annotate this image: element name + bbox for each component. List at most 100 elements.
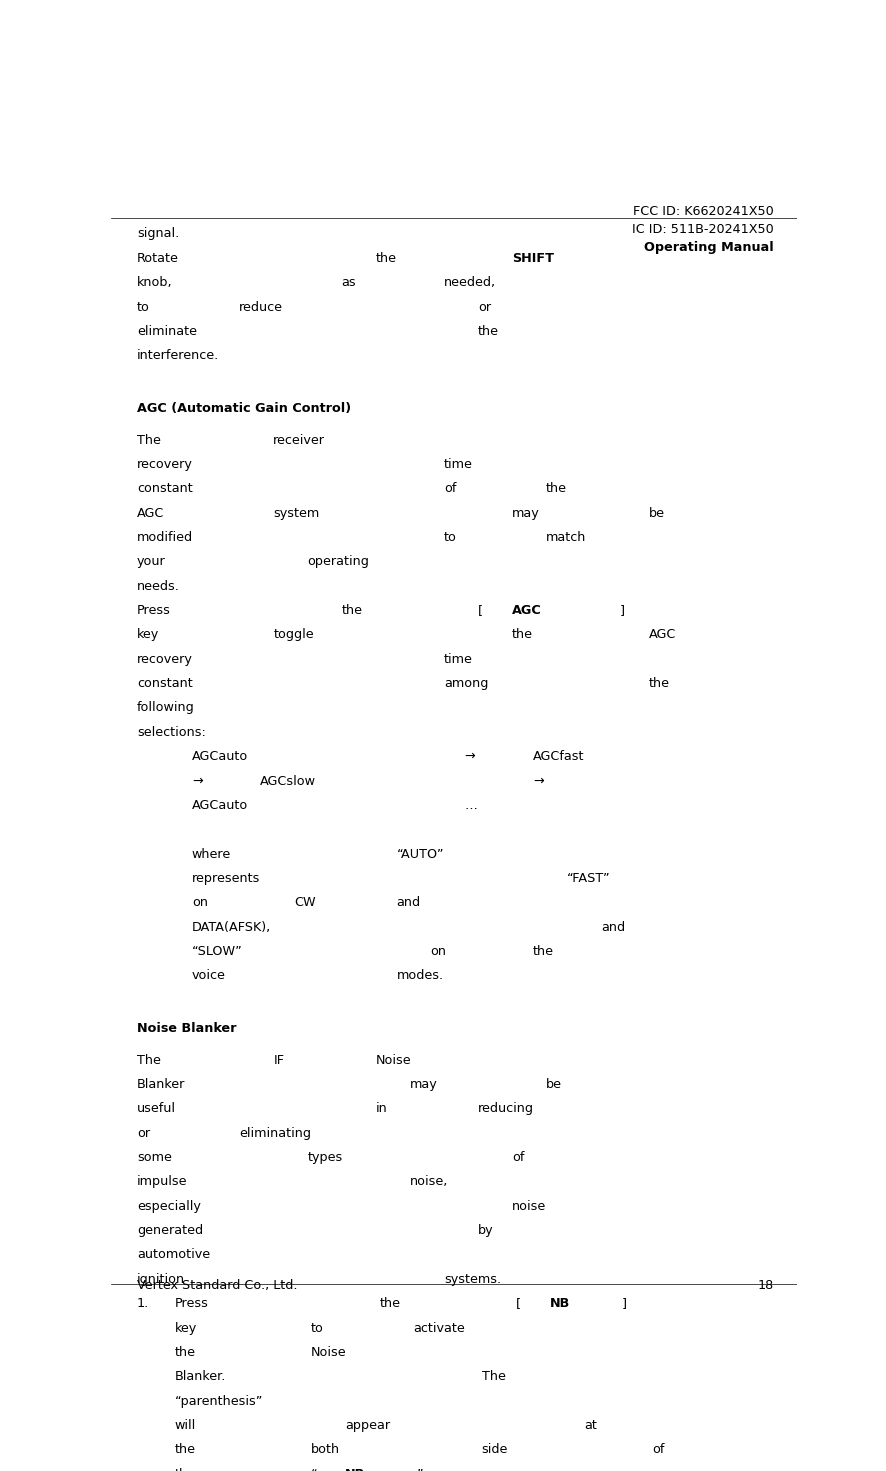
Text: interference.: interference. — [136, 349, 219, 362]
Text: reduce: reduce — [239, 300, 284, 313]
Text: the: the — [175, 1468, 196, 1471]
Text: “FAST”: “FAST” — [567, 872, 610, 886]
Text: “: “ — [311, 1468, 318, 1471]
Text: toggle: toggle — [273, 628, 314, 641]
Text: and: and — [601, 921, 626, 934]
Text: and: and — [396, 896, 421, 909]
Text: be: be — [649, 506, 664, 519]
Text: impulse: impulse — [136, 1175, 187, 1189]
Text: the: the — [379, 1297, 400, 1311]
Text: AGCauto: AGCauto — [191, 799, 248, 812]
Text: Vertex Standard Co., Ltd.: Vertex Standard Co., Ltd. — [136, 1280, 298, 1292]
Text: the: the — [376, 252, 397, 265]
Text: by: by — [478, 1224, 494, 1237]
Text: Press: Press — [175, 1297, 208, 1311]
Text: ignition: ignition — [136, 1272, 185, 1286]
Text: following: following — [136, 702, 195, 715]
Text: represents: represents — [191, 872, 260, 886]
Text: Rotate: Rotate — [136, 252, 179, 265]
Text: match: match — [546, 531, 587, 544]
Text: AGC: AGC — [136, 506, 164, 519]
Text: noise,: noise, — [409, 1175, 448, 1189]
Text: “AUTO”: “AUTO” — [396, 847, 444, 861]
Text: AGCslow: AGCslow — [260, 775, 316, 787]
Text: to: to — [444, 531, 456, 544]
Text: of: of — [444, 482, 456, 496]
Text: the: the — [175, 1346, 196, 1359]
Text: activate: activate — [414, 1321, 465, 1334]
Text: recovery: recovery — [136, 653, 193, 666]
Text: The: The — [136, 434, 160, 447]
Text: [: [ — [516, 1297, 521, 1311]
Text: where: where — [191, 847, 231, 861]
Text: time: time — [444, 457, 473, 471]
Text: be: be — [546, 1078, 563, 1091]
Text: the: the — [532, 944, 554, 958]
Text: SHIFT: SHIFT — [512, 252, 554, 265]
Text: constant: constant — [136, 677, 192, 690]
Text: IF: IF — [273, 1053, 284, 1066]
Text: the: the — [341, 605, 362, 616]
Text: needs.: needs. — [136, 580, 180, 593]
Text: key: key — [136, 628, 159, 641]
Text: needed,: needed, — [444, 277, 496, 290]
Text: CW: CW — [294, 896, 315, 909]
Text: Noise: Noise — [376, 1053, 411, 1066]
Text: both: both — [311, 1443, 340, 1456]
Text: system: system — [273, 506, 320, 519]
Text: AGC: AGC — [512, 605, 542, 616]
Text: among: among — [444, 677, 488, 690]
Text: automotive: automotive — [136, 1249, 210, 1262]
Text: types: types — [307, 1152, 343, 1164]
Text: reducing: reducing — [478, 1102, 534, 1115]
Text: The: The — [482, 1371, 506, 1383]
Text: may: may — [409, 1078, 438, 1091]
Text: or: or — [136, 1127, 150, 1140]
Text: especially: especially — [136, 1200, 201, 1212]
Text: ”: ” — [416, 1468, 424, 1471]
Text: →: → — [464, 750, 475, 763]
Text: receiver: receiver — [273, 434, 325, 447]
Text: signal.: signal. — [136, 228, 179, 240]
Text: the: the — [546, 482, 567, 496]
Text: [: [ — [478, 605, 483, 616]
Text: the: the — [478, 325, 499, 338]
Text: “parenthesis”: “parenthesis” — [175, 1395, 263, 1408]
Text: constant: constant — [136, 482, 192, 496]
Text: knob,: knob, — [136, 277, 173, 290]
Text: FCC ID: K6620241X50: FCC ID: K6620241X50 — [633, 204, 773, 218]
Text: on: on — [431, 944, 447, 958]
Text: operating: operating — [307, 556, 369, 568]
Text: AGC (Automatic Gain Control): AGC (Automatic Gain Control) — [136, 402, 351, 415]
Text: noise: noise — [512, 1200, 547, 1212]
Text: 1.: 1. — [136, 1297, 149, 1311]
Text: to: to — [311, 1321, 324, 1334]
Text: →: → — [532, 775, 543, 787]
Text: of: of — [652, 1443, 664, 1456]
Text: the: the — [512, 628, 533, 641]
Text: to: to — [136, 300, 150, 313]
Text: Noise: Noise — [311, 1346, 346, 1359]
Text: AGCfast: AGCfast — [532, 750, 585, 763]
Text: Noise Blanker: Noise Blanker — [136, 1022, 237, 1036]
Text: in: in — [376, 1102, 387, 1115]
Text: on: on — [191, 896, 208, 909]
Text: Press: Press — [136, 605, 171, 616]
Text: DATA(AFSK),: DATA(AFSK), — [191, 921, 271, 934]
Text: recovery: recovery — [136, 457, 193, 471]
Text: eliminating: eliminating — [239, 1127, 311, 1140]
Text: AGCauto: AGCauto — [191, 750, 248, 763]
Text: as: as — [341, 277, 356, 290]
Text: …: … — [464, 799, 478, 812]
Text: NB: NB — [550, 1297, 570, 1311]
Text: ]: ] — [619, 605, 625, 616]
Text: ]: ] — [621, 1297, 626, 1311]
Text: “SLOW”: “SLOW” — [191, 944, 243, 958]
Text: time: time — [444, 653, 473, 666]
Text: 18: 18 — [758, 1280, 773, 1292]
Text: the: the — [175, 1443, 196, 1456]
Text: →: → — [191, 775, 202, 787]
Text: your: your — [136, 556, 166, 568]
Text: The: The — [136, 1053, 160, 1066]
Text: generated: generated — [136, 1224, 203, 1237]
